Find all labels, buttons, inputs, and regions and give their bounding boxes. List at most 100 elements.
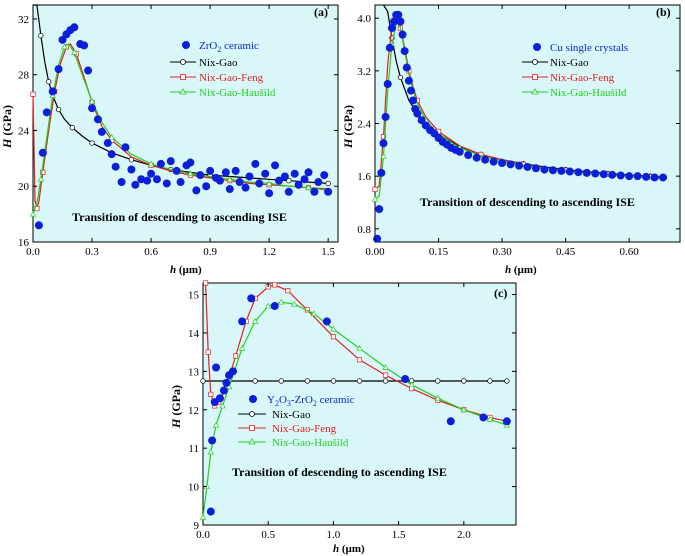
b-data-point <box>400 47 409 56</box>
a-gao-marker <box>325 180 331 187</box>
a-data-point <box>300 175 309 184</box>
b-data-point <box>498 159 507 167</box>
c-feng-marker <box>272 282 278 288</box>
legend-c-feng-marker <box>249 425 255 431</box>
b-feng-marker <box>372 186 378 192</box>
a-curve-feng <box>32 43 329 211</box>
panel-a-tag: (a) <box>314 5 328 19</box>
c-hausild-marker <box>212 421 220 428</box>
a-data-point <box>147 169 156 178</box>
c-hausild-marker <box>434 394 441 401</box>
c-gao-marker <box>461 378 467 384</box>
a-y-tick-label: 24 <box>18 125 30 137</box>
b-data-point <box>659 173 668 182</box>
legend-a-hausild-marker <box>179 88 187 95</box>
a-data-point <box>88 104 97 113</box>
legend-c-gao-label: Nix-Gao <box>272 409 311 421</box>
legend-b-data-label: Cu single crystals <box>550 42 628 54</box>
c-x-tick-label: 2.0 <box>457 529 471 541</box>
a-x-tick-label: 0.0 <box>26 246 40 258</box>
a-hausild-marker <box>29 210 37 217</box>
panel-b: 0.00 0.15 0.30 0.45 0.600.81.62.43.24.0 (b) … <box>341 4 681 276</box>
a-data-point <box>103 139 112 148</box>
c-gao-marker <box>278 378 284 384</box>
c-feng-marker <box>205 349 211 355</box>
b-data-point <box>489 157 498 166</box>
a-hausild-marker <box>147 160 155 167</box>
c-gao-marker <box>504 378 510 384</box>
b-data-point <box>531 164 540 173</box>
a-data-point <box>206 166 215 175</box>
c-hausild-marker <box>238 344 246 351</box>
b-data-point <box>464 151 473 160</box>
legend-a-gao-marker <box>180 59 186 65</box>
c-x-tick-label: 1.5 <box>392 529 406 541</box>
c-gao-marker <box>304 378 310 384</box>
c-hausild-marker <box>219 402 226 409</box>
panel-a-annotation: Transition of descending to ascending IS… <box>72 210 287 224</box>
legend-b-hausild-marker <box>531 88 539 95</box>
a-hausild-marker <box>108 134 115 140</box>
b-data-point <box>379 139 388 148</box>
b-data-point <box>642 172 651 181</box>
b-hausild-marker <box>371 195 379 202</box>
c-feng-marker <box>233 353 239 359</box>
c-x-tick-label: 0.5 <box>261 529 275 541</box>
c-gao-marker <box>487 378 493 384</box>
a-hausild-marker <box>71 49 78 55</box>
b-data-point <box>599 170 608 179</box>
c-hausild-marker <box>310 310 318 317</box>
a-data-point <box>320 171 329 180</box>
a-hausild-marker <box>61 43 68 50</box>
a-data-point <box>166 157 175 166</box>
panel-b-ylabel: H (GPa) <box>341 105 355 149</box>
c-y-tick-label: 9 <box>194 520 200 532</box>
legend-b-gao-label: Nix-Gao <box>550 57 589 69</box>
c-gao-marker <box>382 378 389 384</box>
panel-b-annotation: Transition of descending to ascending IS… <box>420 195 635 209</box>
b-data-point <box>574 168 583 177</box>
panel-c-ylabel: H (GPa) <box>169 385 183 429</box>
legend-a-gao-label: Nix-Gao <box>199 57 238 69</box>
panel-b-tag: (b) <box>656 5 671 19</box>
c-y-tick-label: 10 <box>188 482 200 494</box>
legend-c-data-marker <box>249 395 257 403</box>
c-hausild-marker <box>486 416 494 422</box>
b-data-point <box>413 109 422 118</box>
c-hausild-marker <box>460 406 468 413</box>
legend-c-hausild-label: Nix-Gao-Haušild <box>272 437 349 449</box>
a-data-point <box>235 178 244 187</box>
panel-a: 0.0 0.3 0.6 0.9 1.2 1.5 16 20 24 28 32 (a) Transit… <box>0 4 339 276</box>
a-data-point <box>48 87 57 96</box>
b-y-tick-label: 3.2 <box>357 66 371 78</box>
a-data-point <box>284 187 293 196</box>
a-data-point <box>290 169 299 178</box>
b-data-point <box>557 166 566 175</box>
c-data-point <box>215 394 224 403</box>
b-data-point <box>548 166 557 175</box>
c-hausild-marker <box>251 318 259 324</box>
a-data-point <box>152 175 161 184</box>
legend-b-hausild-label: Nix-Gao-Haušild <box>550 87 627 99</box>
a-data-point <box>97 127 106 136</box>
c-gao-marker <box>356 378 363 384</box>
a-hausild-marker <box>265 180 273 186</box>
b-y-tick-label: 0.8 <box>357 224 371 236</box>
a-data-point <box>255 179 264 188</box>
c-feng-marker <box>330 334 336 340</box>
a-data-point <box>127 165 136 174</box>
b-data-point <box>633 172 642 181</box>
b-y-tick-label: 1.6 <box>357 171 371 183</box>
c-hausild-marker <box>408 381 415 388</box>
a-x-tick-label: 0.9 <box>203 246 217 258</box>
c-hausild-marker <box>382 364 389 370</box>
a-x-tick-label: 0.3 <box>85 246 99 258</box>
b-y-tick-label: 2.4 <box>357 119 371 131</box>
c-data-point <box>208 436 217 445</box>
panel-a-legend: ZrO2 ceramic Nix-Gao Nix-Gao-Feng Nix-Ga… <box>170 40 276 99</box>
c-data-point <box>401 375 410 384</box>
a-x-tick-label: 1.2 <box>262 246 276 258</box>
legend-c-feng-label: Nix-Gao-Feng <box>272 423 337 435</box>
a-data-point <box>186 158 195 167</box>
